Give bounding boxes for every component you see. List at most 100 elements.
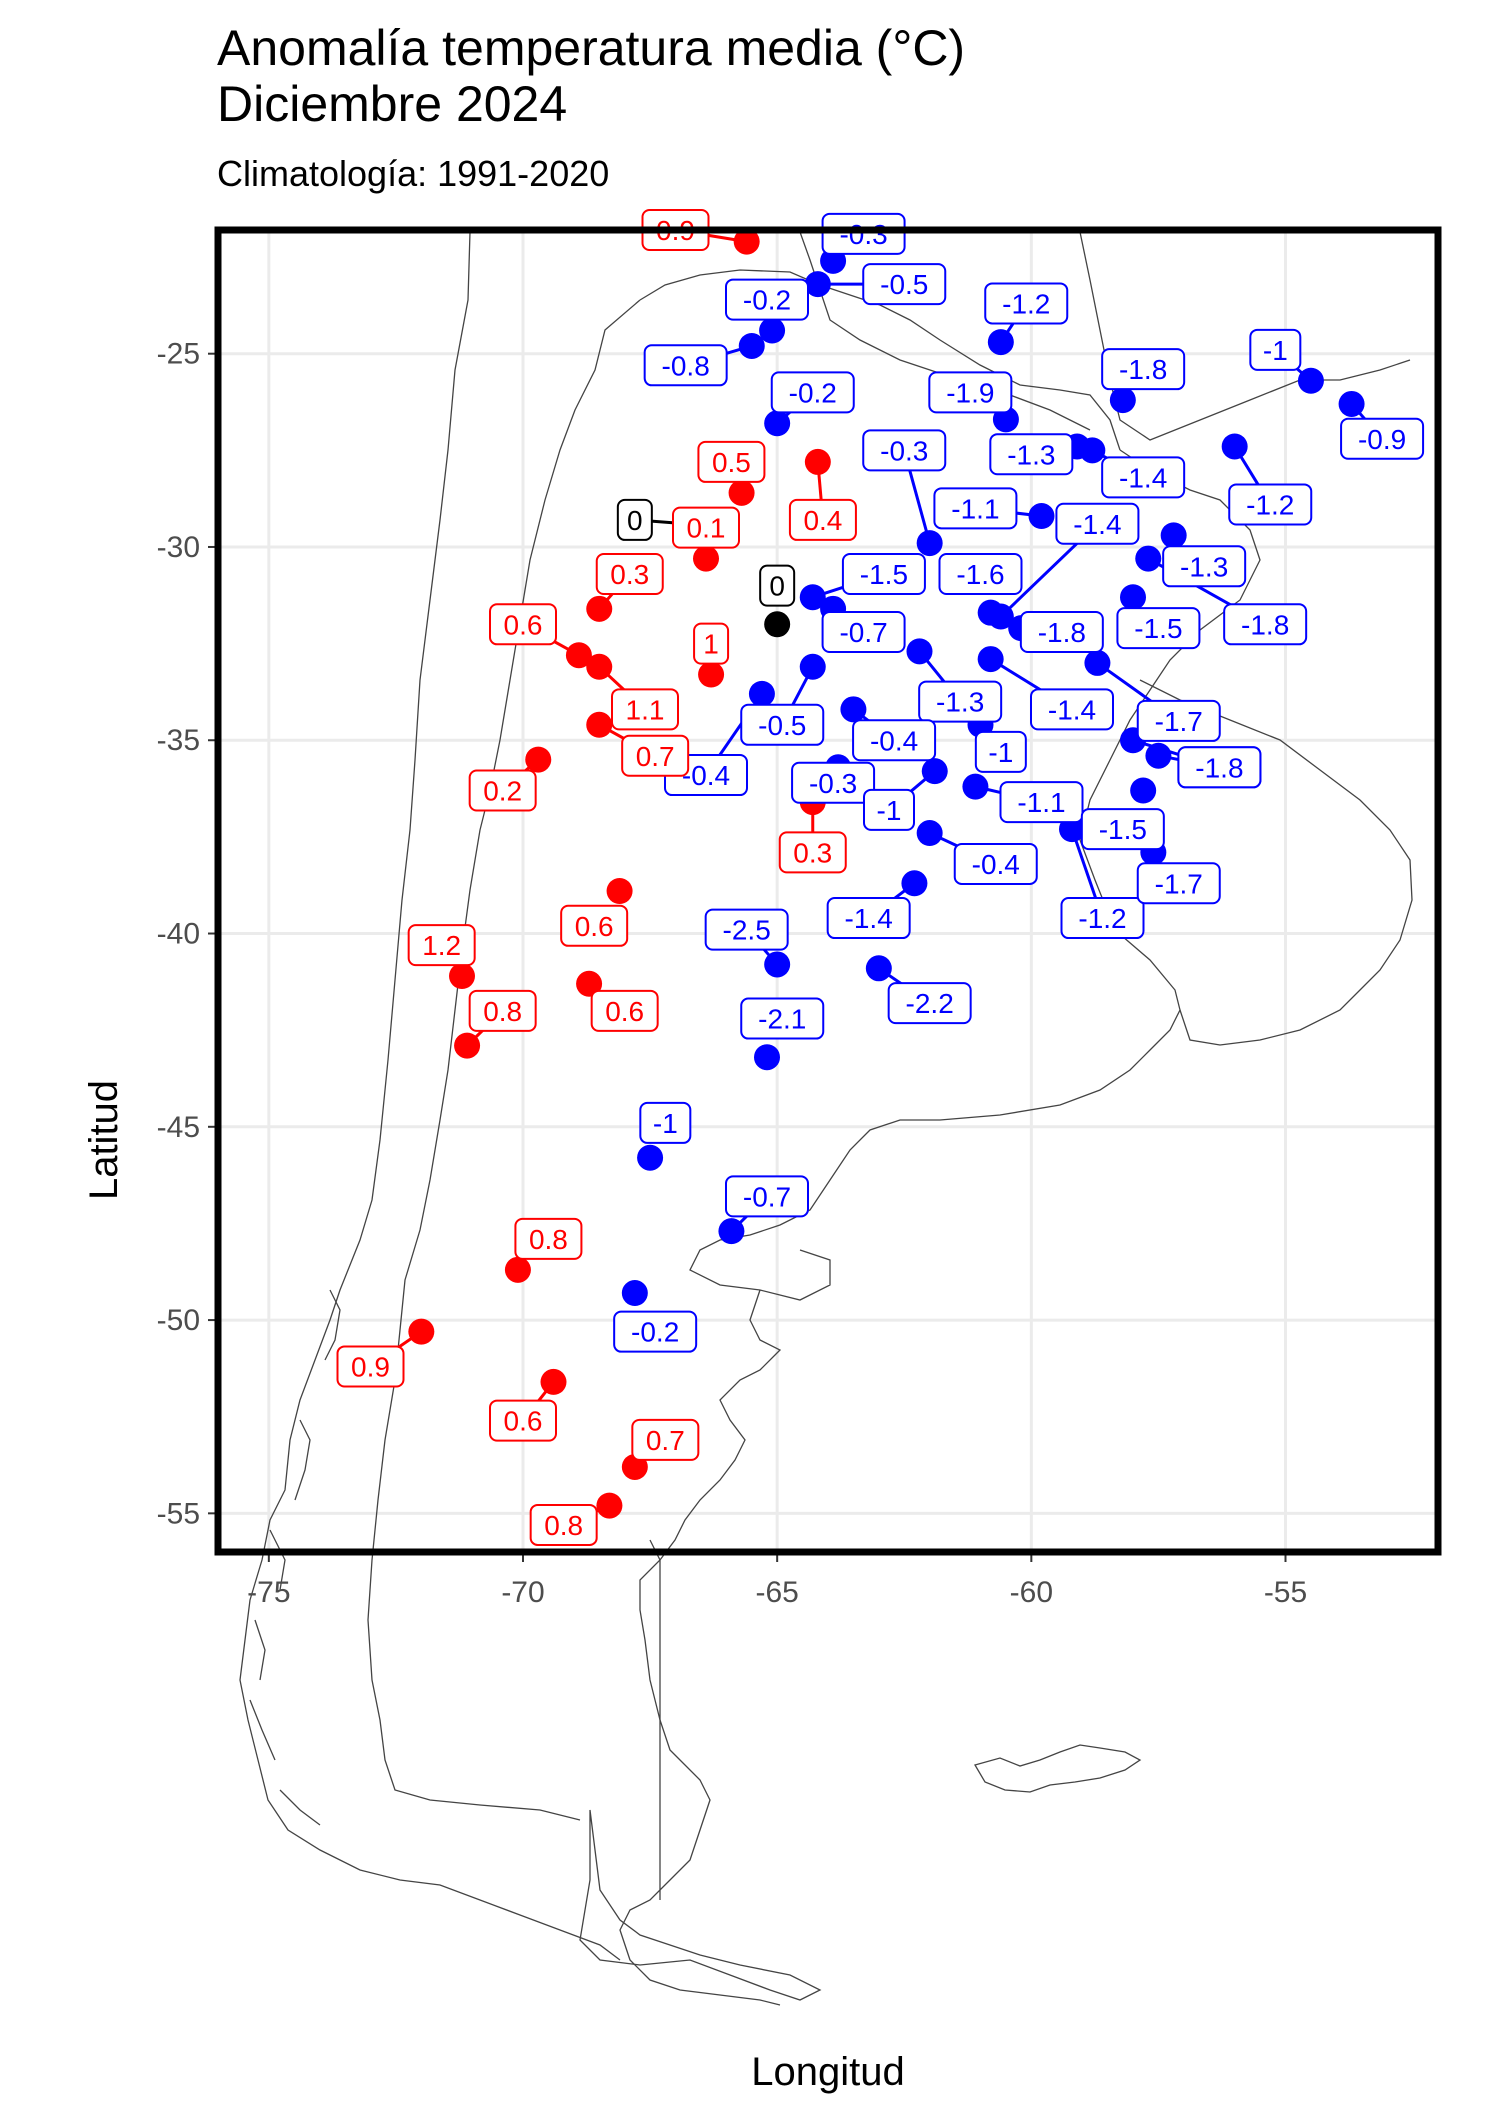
station-value-label: 0.2 xyxy=(468,769,537,812)
station-value-label: -1.8 xyxy=(1019,611,1104,654)
label-box xyxy=(1055,502,1140,545)
label-box xyxy=(933,487,1018,530)
label-value: 0.6 xyxy=(575,911,614,942)
station-value-label: -0.5 xyxy=(740,703,825,746)
label-value: 0.8 xyxy=(544,1510,583,1541)
y-tick-label: -45 xyxy=(157,1111,200,1144)
label-value: -1 xyxy=(653,1108,678,1139)
label-box xyxy=(693,622,730,665)
label-value: -1.4 xyxy=(1048,694,1096,725)
label-value: 0.6 xyxy=(605,996,644,1027)
label-value: 1.1 xyxy=(626,694,665,725)
station-value-label: -1.5 xyxy=(1116,607,1201,650)
station-value-label: -2.2 xyxy=(887,982,972,1025)
patagonian-coast xyxy=(619,1289,782,2006)
station-value-label: -2.5 xyxy=(704,908,789,951)
station-value-label: -1.2 xyxy=(984,282,1069,325)
label-box xyxy=(989,433,1074,476)
label-value: -1.3 xyxy=(1180,551,1228,582)
label-box xyxy=(468,769,537,812)
station-point xyxy=(718,1218,745,1245)
station-point xyxy=(728,479,755,506)
label-value: 0.3 xyxy=(610,559,649,590)
label-box xyxy=(1162,545,1247,588)
station-value-label: -0.8 xyxy=(643,344,728,387)
y-tick-label: -40 xyxy=(157,918,200,951)
station-value-label: -1.4 xyxy=(826,897,911,940)
label-box xyxy=(928,371,1013,414)
station-point xyxy=(1084,649,1111,676)
station-value-label: -1.7 xyxy=(1136,862,1221,905)
station-value-label: -1.2 xyxy=(1228,483,1313,526)
station-point xyxy=(449,963,475,990)
label-box xyxy=(1136,699,1221,742)
label-box xyxy=(595,553,664,596)
label-box xyxy=(613,1310,698,1353)
west-coastline xyxy=(239,231,621,1961)
label-value: -0.2 xyxy=(743,285,791,316)
station-point xyxy=(799,584,826,611)
station-value-label: -0.4 xyxy=(852,719,937,762)
station-point xyxy=(916,530,943,557)
label-box xyxy=(489,603,557,646)
station-value-label: -1.8 xyxy=(1177,746,1262,789)
station-point xyxy=(1079,437,1106,464)
label-box xyxy=(1101,456,1186,499)
station-point xyxy=(454,1032,481,1059)
label-value: -1.7 xyxy=(1155,868,1203,899)
label-value: 1.2 xyxy=(422,930,461,961)
station-value-label: -1.3 xyxy=(1162,545,1247,588)
label-value: -1.7 xyxy=(1155,706,1203,737)
station-value-label: 0.8 xyxy=(514,1217,583,1260)
x-axis-label: Longitud xyxy=(751,2050,904,2094)
x-tick-label: -60 xyxy=(1010,1576,1053,1609)
station-point xyxy=(1135,545,1162,572)
station-point xyxy=(764,410,791,437)
brazil-border-north xyxy=(1079,231,1411,441)
station-point xyxy=(1297,367,1324,394)
station-value-label: -1.5 xyxy=(841,553,926,596)
label-box xyxy=(560,904,629,947)
label-value: -1 xyxy=(877,795,902,826)
station-point xyxy=(906,638,933,665)
station-value-label: -0.7 xyxy=(821,611,906,654)
label-box xyxy=(821,212,906,255)
label-box xyxy=(1030,688,1114,731)
label-box xyxy=(672,506,740,549)
station-point xyxy=(921,758,948,785)
station-point xyxy=(596,1492,623,1519)
label-box xyxy=(999,781,1084,824)
station-point xyxy=(865,955,892,982)
label-value: -0.8 xyxy=(662,350,710,381)
station-value-label: -1 xyxy=(1249,328,1302,371)
label-box xyxy=(643,344,728,387)
station-point xyxy=(1028,503,1055,530)
station-value-label: 0 xyxy=(616,498,653,541)
station-point xyxy=(586,595,613,622)
label-box xyxy=(841,553,926,596)
label-box xyxy=(887,982,972,1025)
label-value: 0.3 xyxy=(793,837,832,868)
station-value-label: 0.4 xyxy=(788,498,857,541)
y-tick-label: -25 xyxy=(157,338,200,371)
label-value: -1.8 xyxy=(1119,354,1167,385)
station-point xyxy=(804,448,831,475)
label-box xyxy=(514,1217,583,1260)
label-value: -1.2 xyxy=(1002,289,1050,320)
label-box xyxy=(336,1345,405,1388)
station-value-label: -0.4 xyxy=(953,842,1038,885)
station-value-label: -1.8 xyxy=(1101,348,1186,391)
station-point xyxy=(586,711,613,738)
label-value: 0 xyxy=(627,505,643,536)
station-value-label: 0.6 xyxy=(560,904,629,947)
station-value-label: -0.3 xyxy=(862,429,947,472)
station-point xyxy=(759,317,786,344)
label-value: -0.2 xyxy=(631,1317,679,1348)
station-point xyxy=(977,599,1004,626)
station-value-label: -0.2 xyxy=(725,278,809,321)
label-value: -1.9 xyxy=(946,377,994,408)
station-value-label: 0.9 xyxy=(336,1345,405,1388)
station-value-label: 0.3 xyxy=(778,831,847,874)
label-box xyxy=(1080,808,1165,851)
